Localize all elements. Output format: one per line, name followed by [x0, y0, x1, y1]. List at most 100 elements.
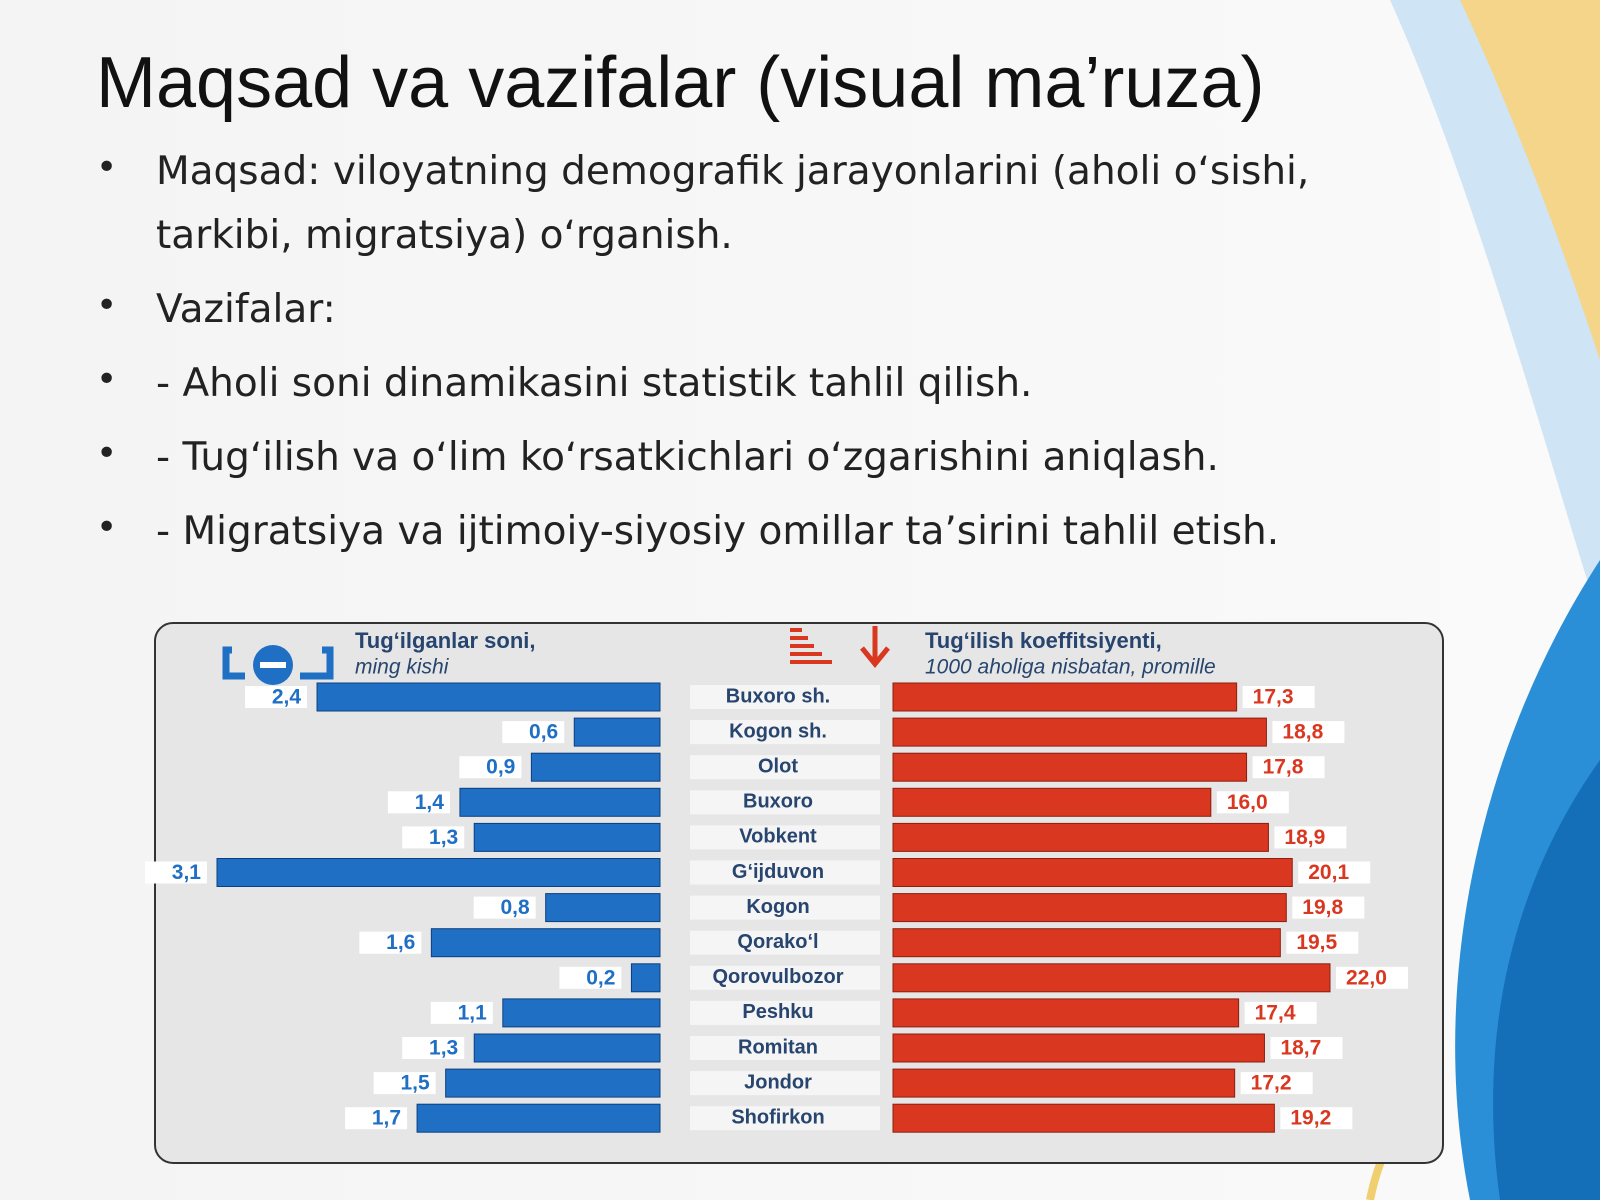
label-box: [359, 931, 422, 954]
legend-name: Tug‘ilganlar soni,: [355, 628, 536, 653]
label-box: [1252, 756, 1325, 779]
value-label: 19,2: [1290, 1107, 1331, 1130]
label-box: [473, 896, 536, 919]
value-label: 1,3: [429, 826, 458, 849]
value-label: 1,5: [400, 1072, 430, 1095]
value-label: 1,7: [372, 1107, 401, 1130]
bullet: - Aholi soni dinamikasini statistik tahl…: [96, 348, 1456, 416]
value-label: 18,7: [1280, 1037, 1321, 1060]
value-label: 17,8: [1263, 756, 1304, 779]
label-box: [690, 965, 880, 990]
bullet: - Migratsiya va ijtimoiy-siyosiy omillar…: [96, 496, 1456, 564]
label-box: [690, 1071, 880, 1096]
label-box: [1274, 826, 1347, 849]
category-label: Qorovulbozor: [712, 966, 843, 988]
bar: [573, 717, 661, 747]
label-box: [245, 686, 308, 708]
deco-curve: [1493, 760, 1600, 1200]
label-box: [1270, 1037, 1343, 1059]
bullet: Maqsad: viloyatning demografik jarayonla…: [96, 136, 1456, 268]
bar: [216, 858, 661, 887]
legend-name: Tug‘ilish koeffitsiyenti,: [925, 628, 1162, 653]
bar: [892, 682, 1238, 712]
category-label: Vobkent: [739, 826, 817, 848]
bar: [316, 682, 661, 712]
value-label: 17,3: [1253, 686, 1294, 709]
value-label: 20,1: [1308, 861, 1349, 884]
label-box: [1242, 686, 1315, 708]
bar: [459, 787, 661, 817]
label-box: [387, 791, 450, 814]
label-box: [690, 1000, 880, 1025]
legend-unit: ming kishi: [355, 656, 450, 679]
label-box: [690, 895, 880, 920]
bar: [502, 998, 661, 1028]
value-label: 0,6: [529, 721, 558, 744]
bar: [892, 752, 1248, 782]
value-label: 17,2: [1251, 1072, 1292, 1095]
label-box: [402, 826, 465, 849]
label-box: [145, 861, 207, 884]
category-label: Buxoro: [743, 791, 813, 813]
icon: [222, 646, 334, 680]
category-label: Buxoro sh.: [726, 685, 830, 707]
bar: [473, 822, 661, 852]
category-label: Olot: [758, 755, 798, 777]
value-label: 18,9: [1284, 826, 1325, 849]
category-label: Jondor: [744, 1071, 812, 1093]
label-box: [690, 930, 880, 955]
bar: [545, 893, 661, 923]
value-label: 3,1: [172, 861, 202, 884]
bullet: Vazifalar:: [96, 274, 1456, 342]
value-label: 1,4: [415, 791, 445, 814]
label-box: [1272, 721, 1345, 744]
bar: [892, 858, 1293, 887]
bar: [892, 998, 1240, 1028]
bar: [530, 752, 661, 782]
label-box: [459, 756, 522, 779]
bar: [892, 1068, 1236, 1098]
bar: [445, 1068, 661, 1098]
value-label: 2,4: [272, 686, 302, 709]
label-box: [1216, 791, 1289, 814]
value-label: 0,9: [486, 756, 515, 779]
bar: [892, 1033, 1265, 1063]
label-box: [345, 1107, 408, 1130]
label-box: [1336, 966, 1408, 989]
bullet: - Tug‘ilish va o‘lim ko‘rsatkichlari o‘z…: [96, 422, 1456, 490]
category-label: G‘ijduvon: [732, 861, 824, 883]
label-box: [1240, 1072, 1313, 1095]
value-label: 19,5: [1296, 931, 1337, 954]
label-box: [690, 825, 880, 850]
bar: [892, 717, 1267, 747]
label-box: [1298, 861, 1371, 884]
bar: [630, 963, 661, 993]
value-label: 0,8: [500, 896, 530, 919]
value-label: 16,0: [1227, 791, 1268, 814]
label-box: [690, 860, 880, 885]
bar: [892, 893, 1287, 923]
label-box: [690, 1036, 880, 1060]
label-box: [502, 721, 565, 744]
icon: [860, 626, 890, 668]
label-box: [1286, 931, 1359, 954]
value-label: 18,8: [1282, 721, 1323, 744]
label-box: [690, 755, 880, 780]
label-box: [559, 966, 622, 989]
category-label: Romitan: [738, 1036, 818, 1058]
label-box: [373, 1072, 436, 1095]
value-label: 1,3: [429, 1037, 458, 1060]
bar: [892, 963, 1331, 993]
bar: [892, 822, 1269, 852]
label-box: [690, 1106, 880, 1131]
bar: [473, 1033, 661, 1063]
value-label: 0,2: [586, 966, 615, 989]
icon: [790, 628, 832, 664]
deco-curve: [1460, 0, 1600, 360]
value-label: 1,6: [386, 931, 415, 954]
label-box: [1292, 896, 1365, 919]
label-box: [690, 685, 880, 709]
